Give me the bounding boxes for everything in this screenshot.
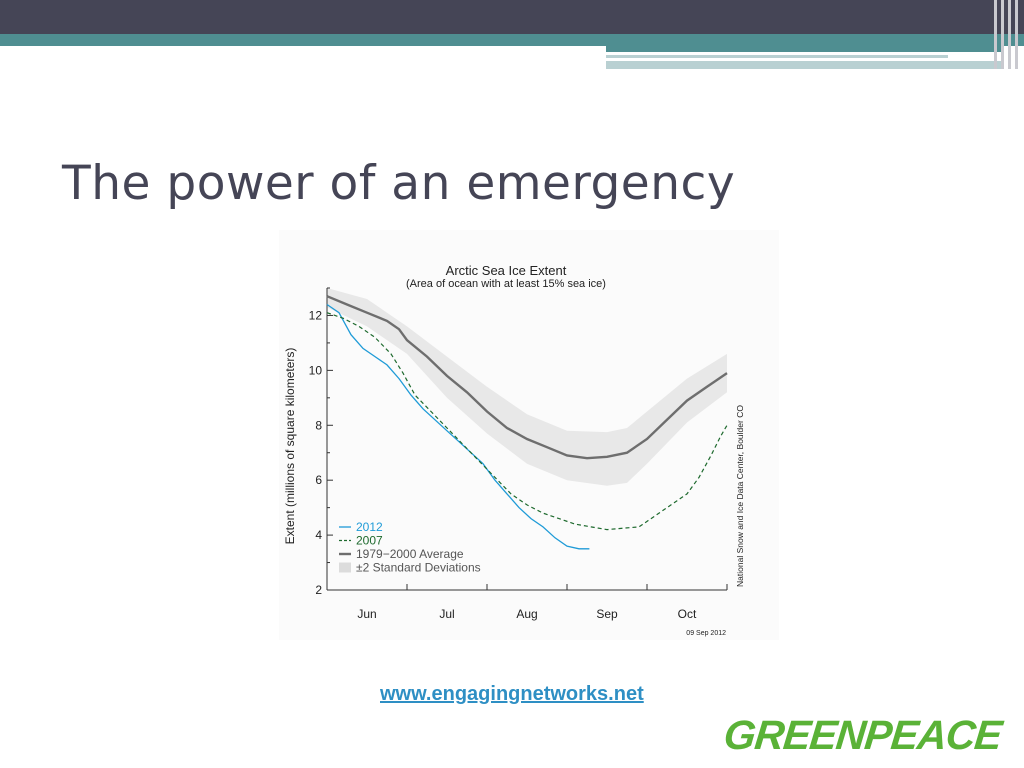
arctic-sea-ice-chart: Arctic Sea Ice Extent (Area of ocean wit… (279, 230, 779, 640)
source-note: National Snow and Ice Data Center, Bould… (735, 405, 745, 587)
y-tick-label: 10 (309, 363, 323, 377)
source-link[interactable]: www.engagingnetworks.net (380, 683, 644, 705)
x-tick-label: Aug (516, 607, 537, 621)
plot-area: 2 4 6 8 10 12 Jun Jul Aug Sep Oct 201220071979−2000… (309, 287, 728, 621)
accent-stripe (0, 34, 1024, 46)
legend-swatch (339, 562, 351, 573)
legend-label: 1979−2000 Average (356, 547, 464, 561)
x-tick-label: Sep (596, 607, 618, 621)
y-axis-label: Extent (millions of square kilometers) (283, 348, 297, 545)
accent-stripe-lower (606, 61, 1001, 69)
chart-title: Arctic Sea Ice Extent (446, 263, 567, 278)
series-line (326, 295, 728, 460)
accent-stripe-thin (606, 55, 948, 58)
std-deviation-band (327, 288, 727, 486)
x-tick-label: Jul (439, 607, 454, 621)
y-tick-label: 12 (309, 308, 323, 322)
x-tick-label: Oct (678, 607, 697, 621)
edge-decoration (992, 0, 1024, 69)
slide-title: The power of an emergency (62, 156, 736, 211)
greenpeace-logo: GREENPEACE (721, 712, 1004, 758)
y-tick-label: 6 (315, 473, 322, 487)
x-tick-label: Jun (357, 607, 376, 621)
accent-stripe-upper (606, 46, 1001, 52)
chart-subtitle: (Area of ocean with at least 15% sea ice… (406, 278, 606, 290)
legend-label: 2012 (356, 520, 383, 534)
legend-label: ±2 Standard Deviations (356, 561, 481, 575)
header-band (0, 0, 1024, 34)
y-tick-label: 4 (315, 528, 322, 542)
y-tick-label: 2 (315, 583, 322, 597)
date-note: 09 Sep 2012 (686, 630, 726, 637)
y-tick-label: 8 (315, 418, 322, 432)
series-line (326, 303, 590, 550)
legend-label: 2007 (356, 534, 383, 548)
